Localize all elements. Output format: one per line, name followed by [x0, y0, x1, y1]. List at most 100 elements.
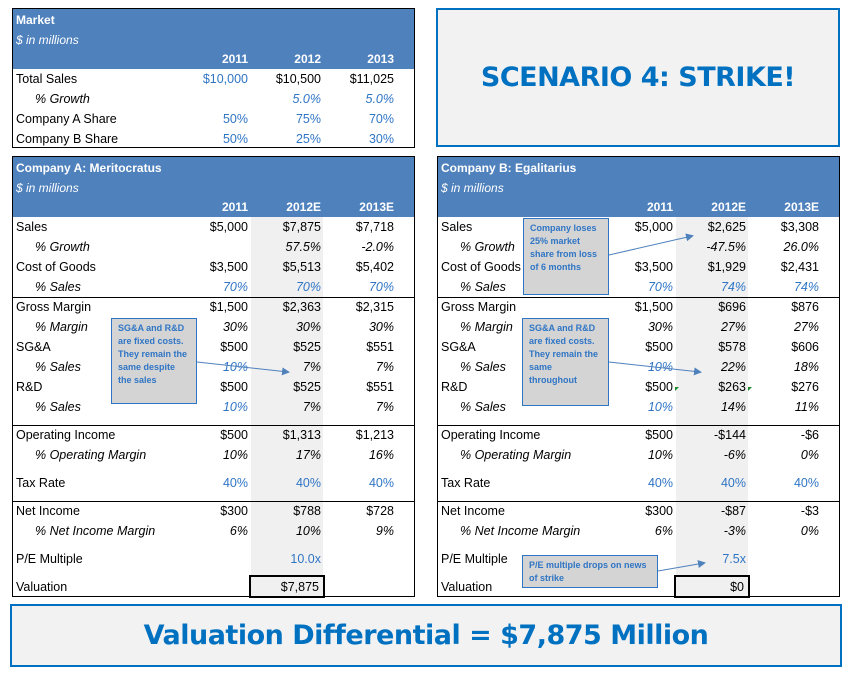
cell: 17% — [295, 448, 321, 462]
row-label: % Sales — [35, 280, 81, 294]
market-panel: Market $ in millions 2011 2012 2013 Tota… — [12, 8, 415, 148]
row-label: Valuation — [16, 580, 68, 594]
cell[interactable]: 74% — [793, 280, 819, 294]
cell: 10% — [295, 524, 321, 538]
year-header: 2012 — [294, 52, 321, 66]
cell[interactable]: 74% — [720, 280, 746, 294]
cell: $525 — [293, 340, 321, 354]
company-b-title: Company B: Egalitarius — [441, 161, 577, 175]
cell: $1,500 — [634, 300, 673, 314]
row-label: R&D — [441, 380, 468, 394]
cell[interactable]: 30% — [368, 132, 394, 146]
table-row: Total Sales $10,000 $10,500 $11,025 — [13, 69, 414, 89]
cell: 27% — [793, 320, 819, 334]
cell[interactable]: $10,000 — [202, 72, 248, 86]
section-divider — [438, 297, 839, 298]
row-label: % Sales — [460, 360, 506, 374]
cell[interactable]: 5.0% — [292, 92, 322, 106]
table-row: % Growth 5.0% 5.0% — [13, 89, 414, 109]
table-row: % Sales 10% 14% 11% — [438, 397, 839, 417]
row-label: P/E Multiple — [16, 552, 83, 566]
cell: $7,875 — [280, 580, 319, 594]
cell[interactable]: 25% — [295, 132, 321, 146]
cell: 14% — [720, 400, 746, 414]
cell[interactable]: 70% — [368, 112, 394, 126]
table-row: % Sales 70% 74% 74% — [438, 277, 839, 297]
cell[interactable]: 70% — [295, 280, 321, 294]
cell: 0% — [800, 448, 819, 462]
table-row: % Sales 10% 7% 7% — [13, 357, 414, 377]
cell[interactable]: 50% — [222, 132, 248, 146]
cell[interactable]: 40% — [647, 476, 673, 490]
cell: $606 — [791, 340, 819, 354]
row-label: % Growth — [35, 92, 90, 106]
note-market-share-loss: Company loses 25% market share from loss… — [523, 218, 609, 295]
cell: -3% — [723, 524, 746, 538]
comment-indicator — [675, 387, 679, 391]
row-label: % Sales — [460, 280, 506, 294]
row-label: Net Income — [16, 504, 80, 518]
cell: $1,313 — [282, 428, 321, 442]
cell[interactable]: 70% — [368, 280, 394, 294]
cell[interactable]: 70% — [647, 280, 673, 294]
cell: $2,431 — [780, 260, 819, 274]
cell: $3,500 — [209, 260, 248, 274]
cell[interactable]: 50% — [222, 112, 248, 126]
cell[interactable]: 40% — [793, 476, 819, 490]
row-label: SG&A — [441, 340, 476, 354]
table-row: Valuation $7,875 — [13, 577, 414, 597]
cell: $696 — [718, 300, 746, 314]
cell: 30% — [222, 320, 248, 334]
cell[interactable]: 75% — [295, 112, 321, 126]
table-row: Cost of Goods $3,500 $5,513 $5,402 — [13, 257, 414, 277]
cell: 57.5% — [285, 240, 321, 254]
row-label: % Operating Margin — [35, 448, 147, 462]
cell[interactable]: 10% — [647, 400, 673, 414]
cell: $500 — [645, 428, 673, 442]
year-header: 2011 — [646, 200, 673, 214]
table-row: % Sales 70% 70% 70% — [13, 277, 414, 297]
cell: $578 — [718, 340, 746, 354]
cell[interactable]: 40% — [222, 476, 248, 490]
table-row: Tax Rate 40% 40% 40% — [438, 473, 839, 493]
row-label: % Sales — [460, 400, 506, 414]
table-row: Operating Income $500 $1,313 $1,213 — [13, 425, 414, 445]
cell: $500 — [645, 380, 673, 394]
cell[interactable]: 10% — [647, 360, 673, 374]
table-row: % Operating Margin 10% -6% 0% — [438, 445, 839, 465]
table-row: % Net Income Margin 6% -3% 0% — [438, 521, 839, 541]
company-b-panel: Company B: Egalitarius $ in millions 201… — [437, 156, 840, 598]
cell: $5,513 — [282, 260, 321, 274]
cell: $551 — [366, 380, 394, 394]
cell: $525 — [293, 380, 321, 394]
year-header: 2013E — [359, 200, 394, 214]
cell: $728 — [366, 504, 394, 518]
cell[interactable]: 7.5x — [722, 552, 746, 566]
table-row: % Growth 57.5% -2.0% — [13, 237, 414, 257]
valuation-highlight — [674, 575, 750, 598]
row-label: Company B Share — [16, 132, 119, 146]
row-label: Tax Rate — [441, 476, 491, 490]
cell[interactable]: 70% — [222, 280, 248, 294]
cell: $3,308 — [780, 220, 819, 234]
section-divider — [438, 425, 839, 426]
cell[interactable]: 40% — [720, 476, 746, 490]
row-label: % Margin — [460, 320, 513, 334]
cell: $500 — [220, 340, 248, 354]
cell: 18% — [793, 360, 819, 374]
cell[interactable]: 10.0x — [290, 552, 321, 566]
row-label: % Sales — [35, 400, 81, 414]
table-row: % Margin 30% 27% 27% — [438, 317, 839, 337]
market-title: Market — [16, 13, 55, 27]
cell[interactable]: 5.0% — [365, 92, 395, 106]
row-label: % Operating Margin — [460, 448, 572, 462]
cell: $7,875 — [282, 220, 321, 234]
cell[interactable]: 40% — [368, 476, 394, 490]
row-label: P/E Multiple — [441, 552, 508, 566]
cell[interactable]: 10% — [222, 400, 248, 414]
cell: $300 — [645, 504, 673, 518]
table-row: SG&A $500 $578 $606 — [438, 337, 839, 357]
cell[interactable]: 40% — [295, 476, 321, 490]
valuation-highlight — [249, 575, 325, 598]
cell: $10,500 — [275, 72, 321, 86]
